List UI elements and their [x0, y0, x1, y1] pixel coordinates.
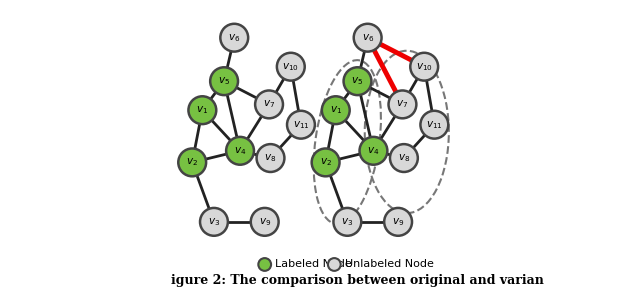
Text: $v_{6}$: $v_{6}$	[228, 32, 241, 44]
Circle shape	[210, 67, 238, 95]
Circle shape	[311, 148, 340, 176]
Text: $v_{3}$: $v_{3}$	[208, 216, 220, 228]
Circle shape	[322, 96, 350, 124]
Circle shape	[178, 148, 206, 176]
Circle shape	[420, 111, 448, 139]
Circle shape	[188, 96, 216, 124]
Text: $v_{2}$: $v_{2}$	[320, 157, 332, 168]
Text: $v_{2}$: $v_{2}$	[187, 157, 198, 168]
Text: $v_{5}$: $v_{5}$	[352, 75, 364, 87]
Circle shape	[226, 137, 254, 165]
Text: Labeled Node: Labeled Node	[276, 260, 352, 269]
Text: $v_{10}$: $v_{10}$	[283, 61, 300, 72]
Circle shape	[277, 53, 305, 81]
Text: $v_{7}$: $v_{7}$	[263, 99, 275, 110]
Text: $v_{11}$: $v_{11}$	[293, 119, 310, 130]
Text: $v_{10}$: $v_{10}$	[416, 61, 433, 72]
Circle shape	[220, 24, 248, 52]
Text: igure 2: The comparison between original and varian: igure 2: The comparison between original…	[171, 274, 544, 287]
Text: Unlabeled Node: Unlabeled Node	[345, 260, 434, 269]
Text: $v_{9}$: $v_{9}$	[392, 216, 404, 228]
Text: $v_{6}$: $v_{6}$	[362, 32, 374, 44]
Circle shape	[410, 53, 438, 81]
Circle shape	[200, 208, 228, 236]
Text: $v_{4}$: $v_{4}$	[367, 145, 379, 157]
Text: $v_{1}$: $v_{1}$	[197, 104, 208, 116]
Circle shape	[287, 111, 315, 139]
Circle shape	[359, 137, 387, 165]
Text: $v_{8}$: $v_{8}$	[398, 152, 410, 164]
Text: $v_{7}$: $v_{7}$	[396, 99, 409, 110]
Circle shape	[384, 208, 412, 236]
Text: $v_{4}$: $v_{4}$	[234, 145, 246, 157]
Text: $v_{3}$: $v_{3}$	[341, 216, 354, 228]
Text: $v_{9}$: $v_{9}$	[259, 216, 271, 228]
Circle shape	[390, 144, 418, 172]
Text: $v_{1}$: $v_{1}$	[330, 104, 342, 116]
Circle shape	[354, 24, 382, 52]
Circle shape	[258, 258, 271, 271]
Circle shape	[389, 90, 416, 118]
Circle shape	[255, 90, 283, 118]
Circle shape	[257, 144, 284, 172]
Text: $v_{8}$: $v_{8}$	[264, 152, 276, 164]
Circle shape	[251, 208, 279, 236]
Text: $v_{5}$: $v_{5}$	[218, 75, 230, 87]
Circle shape	[344, 67, 371, 95]
Circle shape	[328, 258, 340, 271]
Text: $v_{11}$: $v_{11}$	[426, 119, 443, 130]
Circle shape	[333, 208, 361, 236]
